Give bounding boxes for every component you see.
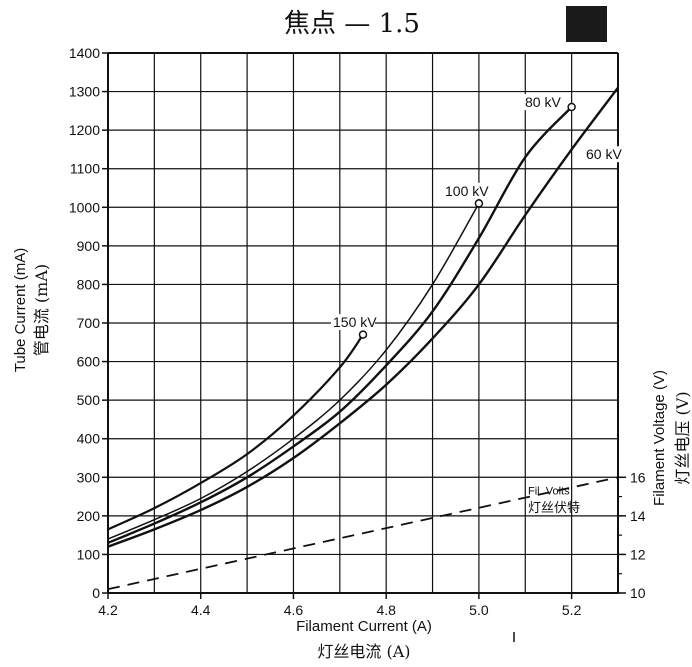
series-line-80-kv [107, 106, 573, 544]
series-labels: 150 kV 100 kV 80 kV 60 kV Fil. Volts 灯丝伏特 [331, 94, 628, 516]
series-line-150-kv [107, 333, 364, 531]
x-tick-label: 4.4 [191, 602, 211, 618]
header-badge [566, 6, 607, 42]
series-line-100-kv [107, 203, 480, 540]
series-label: 100 kV [445, 183, 489, 199]
series-line-60-kv [107, 86, 619, 548]
series-label-bg [443, 182, 487, 199]
series-label: 60 kV [586, 146, 622, 162]
y-tick-label: 1300 [69, 84, 100, 100]
grid [107, 52, 619, 594]
y-tick-label: 1200 [69, 122, 100, 138]
y2-tick-label: 10 [630, 585, 646, 601]
y-tick-label: 900 [77, 238, 101, 254]
series-label-bg [331, 314, 375, 330]
y-axis-label-cn: 管电流 (mA) [32, 264, 51, 356]
y-tick-label: 700 [77, 315, 101, 331]
y-tick-label: 200 [77, 508, 101, 524]
y2-axis-label-cn: 灯丝电压 (V) [673, 391, 692, 484]
series-endpoint-marker [358, 330, 368, 339]
y2-tick-label: 14 [630, 508, 646, 524]
x-tick-label: 4.2 [98, 602, 118, 618]
chart-title: 焦点 — 1.5 [284, 9, 420, 39]
series-label: 150 kV [333, 314, 377, 330]
x-axis-label: Filament Current (A) [296, 618, 432, 635]
series-label-fil-volts: Fil. Volts [528, 486, 570, 498]
y-tick-label: 0 [92, 585, 100, 601]
series-label-fil-volts-cn: 灯丝伏特 [528, 501, 580, 516]
y2-tick-label: 16 [630, 469, 646, 485]
y2-axis-label: Filament Voltage (V) [651, 370, 668, 506]
y-tick-label: 1400 [69, 45, 100, 61]
x-axis-label-cn: 灯丝电流 (A) [317, 642, 410, 661]
y-tick-label: 600 [77, 354, 101, 370]
x-tick-label: 5.2 [562, 602, 582, 618]
y-tick-label: 1000 [69, 199, 100, 215]
y-tick-label: 100 [77, 546, 101, 562]
y-axis-label: Tube Current (mA) [12, 248, 29, 372]
y-tick-label: 800 [77, 276, 101, 292]
y2-tick-label: 12 [630, 546, 646, 562]
series-label-bg [584, 146, 628, 163]
x-tick-label: 5.0 [469, 602, 489, 618]
series-endpoint-marker [474, 199, 484, 208]
series-line-fil-volts [107, 476, 619, 591]
tick-labels: 0 100 200 300 400 500 600 700 800 900 1000 1100 1200… [69, 45, 646, 618]
x-tick-label: 4.6 [284, 602, 304, 618]
y-tick-label: 1100 [70, 161, 100, 177]
y-tick-label: 400 [77, 431, 101, 447]
series-label: 80 kV [525, 94, 561, 110]
x-tick-label: 4.8 [376, 602, 396, 618]
series-layer [107, 86, 619, 591]
series-label-bg [523, 94, 567, 111]
series-endpoint-marker [567, 102, 576, 112]
y-tick-label: 300 [77, 469, 101, 485]
y-tick-label: 500 [77, 392, 101, 408]
